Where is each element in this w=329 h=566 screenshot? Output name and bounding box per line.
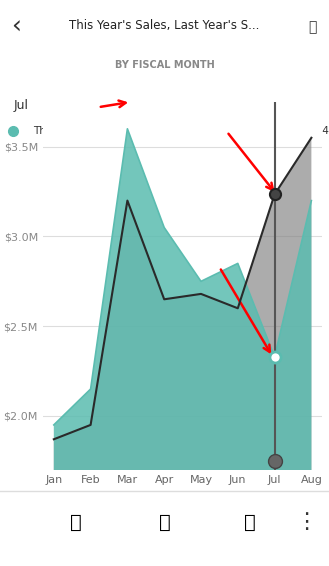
Text: 💬: 💬 [70, 513, 82, 532]
Text: Last Year Sales $3,234,566: Last Year Sales $3,234,566 [211, 126, 329, 136]
Text: ⋮: ⋮ [295, 512, 317, 533]
Text: 🔍: 🔍 [308, 20, 317, 34]
Text: ‹: ‹ [12, 15, 21, 39]
Text: BY FISCAL MONTH: BY FISCAL MONTH [114, 60, 215, 70]
Text: This Year Sales $2,329,330: This Year Sales $2,329,330 [33, 126, 173, 136]
Text: This Year's Sales, Last Year's S...: This Year's Sales, Last Year's S... [69, 19, 260, 32]
Text: Jul: Jul [13, 100, 28, 113]
Text: 📊: 📊 [159, 513, 170, 532]
Text: 🔗: 🔗 [244, 513, 256, 532]
